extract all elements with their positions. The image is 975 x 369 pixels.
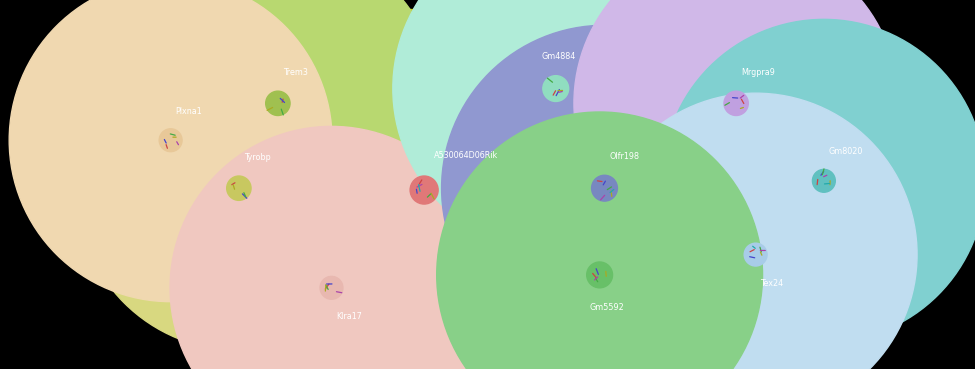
Circle shape bbox=[592, 175, 617, 201]
Text: Gm8020: Gm8020 bbox=[829, 147, 863, 156]
Circle shape bbox=[393, 0, 719, 252]
Text: Tyrobp: Tyrobp bbox=[244, 153, 270, 162]
Text: Tex24: Tex24 bbox=[760, 279, 784, 288]
Circle shape bbox=[227, 176, 251, 200]
Circle shape bbox=[9, 0, 332, 302]
Text: A530064D06Rik: A530064D06Rik bbox=[434, 151, 498, 160]
Circle shape bbox=[594, 93, 917, 369]
Circle shape bbox=[724, 91, 748, 115]
Circle shape bbox=[574, 0, 898, 266]
Circle shape bbox=[170, 126, 493, 369]
Text: Plxna1: Plxna1 bbox=[176, 107, 202, 115]
Text: Olfr198: Olfr198 bbox=[609, 152, 640, 161]
Circle shape bbox=[744, 243, 767, 266]
Circle shape bbox=[159, 129, 182, 152]
Circle shape bbox=[587, 262, 612, 288]
Circle shape bbox=[437, 112, 762, 369]
Circle shape bbox=[77, 26, 401, 351]
Circle shape bbox=[442, 25, 767, 351]
Text: Trem3: Trem3 bbox=[283, 68, 308, 77]
Circle shape bbox=[266, 91, 290, 115]
Circle shape bbox=[320, 276, 343, 299]
Text: Gm4884: Gm4884 bbox=[541, 52, 575, 61]
Text: Mrgpra9: Mrgpra9 bbox=[741, 68, 775, 77]
Text: Klra17: Klra17 bbox=[336, 313, 363, 321]
Text: Gm5592: Gm5592 bbox=[590, 303, 625, 311]
Circle shape bbox=[116, 0, 440, 266]
Circle shape bbox=[410, 176, 438, 204]
Circle shape bbox=[260, 26, 588, 354]
Circle shape bbox=[543, 76, 568, 101]
Circle shape bbox=[662, 19, 975, 342]
Circle shape bbox=[812, 169, 836, 192]
